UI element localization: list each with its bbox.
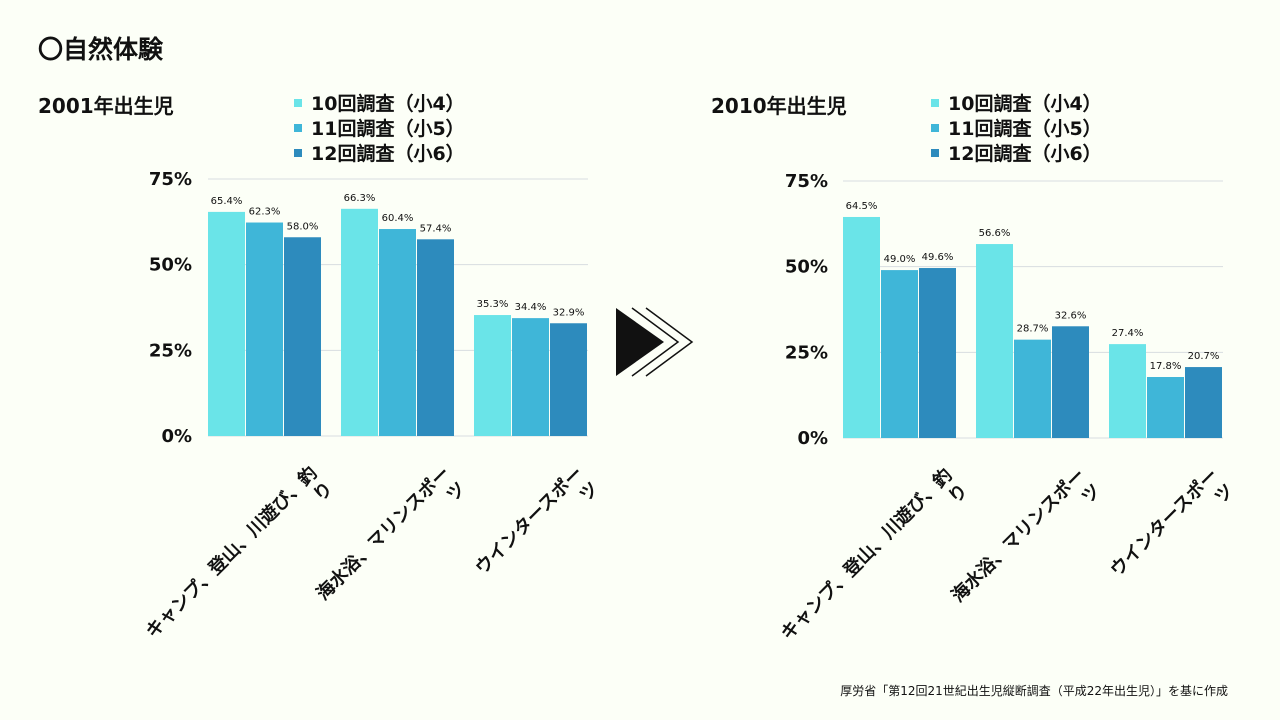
legend-swatch — [294, 123, 302, 132]
bar — [341, 208, 378, 436]
data-label: 49.6% — [922, 252, 954, 263]
legend-swatch — [931, 123, 939, 132]
legend-label: 11回調査（小5） — [948, 118, 1102, 140]
bar — [1014, 339, 1051, 438]
bar — [976, 244, 1013, 438]
legend-label: 11回調査（小5） — [311, 118, 465, 140]
forward-arrows-icon — [616, 307, 694, 377]
y-tick-label: 75% — [149, 169, 192, 190]
y-tick-label: 0% — [797, 428, 828, 449]
data-label: 64.5% — [846, 201, 878, 212]
y-tick-label: 25% — [149, 340, 192, 361]
legend-label: 10回調査（小4） — [311, 93, 465, 115]
bar — [1109, 344, 1146, 438]
data-label: 20.7% — [1188, 351, 1220, 362]
legend-item: 11回調査（小5） — [931, 115, 1102, 140]
bar — [284, 237, 321, 436]
y-tick-label: 25% — [785, 342, 828, 363]
data-label: 32.6% — [1055, 310, 1087, 321]
data-label: 65.4% — [211, 196, 243, 207]
legend: 10回調査（小4） 11回調査（小5） 12回調査（小6） — [294, 90, 465, 165]
bar — [379, 229, 416, 436]
data-label: 49.0% — [884, 254, 916, 265]
y-tick-label: 50% — [149, 255, 192, 276]
bar — [843, 216, 880, 438]
data-label: 57.4% — [420, 223, 452, 234]
bar — [474, 315, 511, 436]
x-category-label-line: キャンプ、登山、川遊び、釣 — [776, 464, 956, 644]
bar-plot: 0% 25% 50% 75% 64.5% 49.0% 49.6% キャンプ、登山、川遊び、釣り… — [776, 171, 1238, 644]
legend-label: 10回調査（小4） — [948, 93, 1102, 115]
bar — [1052, 326, 1089, 438]
bar — [208, 211, 245, 436]
data-label: 58.0% — [287, 221, 319, 232]
chart-2001: 2001年出生児 10回調査（小4） 11回調査（小5） 12回調査（小6） 0… — [0, 84, 603, 684]
y-tick-label: 75% — [785, 171, 828, 192]
data-label: 56.6% — [979, 228, 1011, 239]
data-label: 27.4% — [1112, 328, 1144, 339]
legend: 10回調査（小4） 11回調査（小5） 12回調査（小6） — [931, 90, 1102, 165]
x-category-label-line: キャンプ、登山、川遊び、釣 — [141, 462, 321, 642]
chart-title: 2010年出生児 — [711, 94, 847, 118]
data-label: 35.3% — [477, 299, 509, 310]
bar — [919, 268, 956, 438]
data-label: 32.9% — [553, 307, 585, 318]
legend-swatch — [294, 148, 302, 157]
bar — [1147, 377, 1184, 438]
data-label: 60.4% — [382, 213, 414, 224]
data-label: 34.4% — [515, 302, 547, 313]
bar — [512, 318, 549, 436]
x-category-label: キャンプ、登山、川遊び、釣り — [776, 464, 972, 644]
bar — [246, 222, 283, 436]
x-category-label: キャンプ、登山、川遊び、釣り — [141, 462, 337, 642]
legend-swatch — [294, 98, 302, 107]
x-category-label-line: 海水浴、マリンスポー — [312, 462, 455, 605]
data-label: 17.8% — [1150, 361, 1182, 372]
chart-2010: 2010年出生児 10回調査（小4） 11回調査（小5） 12回調査（小6） 0… — [673, 84, 1253, 684]
page-title: 〇自然体験 — [38, 35, 164, 64]
bar — [550, 323, 587, 436]
legend-label: 12回調査（小6） — [311, 143, 465, 165]
legend-swatch — [931, 148, 939, 157]
legend-item: 10回調査（小4） — [931, 90, 1102, 115]
bar — [881, 270, 918, 438]
bar — [417, 239, 454, 436]
y-tick-label: 0% — [161, 426, 192, 447]
chart-title: 2001年出生児 — [38, 94, 174, 118]
legend-item: 12回調査（小6） — [294, 140, 465, 165]
bar-plot: 0% 25% 50% 75% 65.4% 62.3% 58.0% キャンプ、登山、川遊び、釣り… — [141, 169, 603, 642]
data-label: 62.3% — [249, 207, 281, 218]
legend-item: 10回調査（小4） — [294, 90, 465, 115]
bar — [1185, 367, 1222, 438]
x-category-label-line: ウインタースポー — [471, 462, 588, 579]
x-category-label-line: ウインタースポー — [1106, 464, 1223, 581]
legend-item: 12回調査（小6） — [931, 140, 1102, 165]
legend-item: 11回調査（小5） — [294, 115, 465, 140]
source-note: 厚労省「第12回21世紀出生児縦断調査（平成22年出生児）」を基に作成 — [840, 684, 1228, 698]
data-label: 28.7% — [1017, 324, 1049, 335]
legend-label: 12回調査（小6） — [948, 143, 1102, 165]
data-label: 66.3% — [344, 193, 376, 204]
y-tick-label: 50% — [785, 257, 828, 278]
legend-swatch — [931, 98, 939, 107]
x-category-label-line: 海水浴、マリンスポー — [947, 464, 1090, 607]
